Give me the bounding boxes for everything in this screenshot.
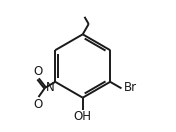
Text: Br: Br (123, 81, 137, 94)
Text: OH: OH (74, 110, 92, 123)
Text: O: O (33, 98, 43, 111)
Text: N: N (46, 81, 54, 94)
Text: O: O (33, 65, 43, 78)
